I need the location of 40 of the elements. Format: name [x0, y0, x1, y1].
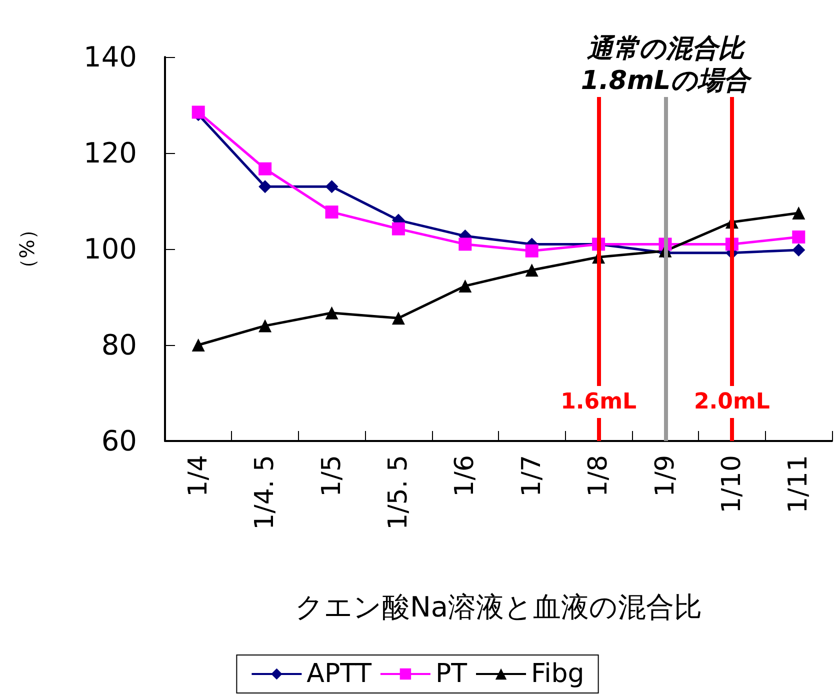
x-tick-label: 1/11: [784, 455, 814, 514]
legend-label: Fibg: [531, 659, 584, 689]
point: [458, 238, 472, 251]
point: [392, 312, 405, 325]
point: [792, 206, 806, 220]
x-tick-label: 1/10: [716, 455, 747, 514]
point: [325, 306, 338, 320]
ref-line-label: 通常の混合比 1.8mLの場合: [580, 34, 753, 96]
legend-label: APTT: [306, 659, 372, 689]
x-tick-label: 1/9: [650, 455, 680, 497]
x-tick-label: 1/4: [183, 455, 214, 497]
point: [525, 264, 538, 277]
point: [792, 243, 806, 256]
x-tick-label: 1/4. 5: [250, 455, 280, 530]
point: [392, 222, 405, 236]
x-tick-label: 1/5: [316, 455, 347, 497]
x-tick-label: 1/5. 5: [383, 455, 414, 530]
point: [792, 230, 806, 244]
x-axis-title: クエン酸Na溶液と血液の混合比: [294, 590, 702, 624]
y-tick-label: 60: [101, 424, 137, 458]
point: [258, 162, 272, 176]
point: [325, 180, 338, 194]
point: [258, 180, 272, 194]
x-tick-label: 1/8: [584, 455, 614, 497]
y-tick-label: 120: [84, 136, 137, 170]
y-tick-label: 80: [101, 328, 137, 362]
y-tick-label: 140: [84, 40, 137, 74]
x-tick-label: 1/7: [516, 455, 547, 497]
legend-label: PT: [435, 659, 468, 689]
point: [325, 206, 338, 219]
y-axis-title: （%）: [15, 219, 39, 279]
point: [258, 319, 272, 332]
point: [192, 106, 205, 119]
point: [525, 244, 538, 258]
ref-line-label: 1.6mL: [560, 390, 637, 414]
x-tick-label: 1/6: [450, 455, 480, 497]
point: [458, 279, 472, 292]
point: [192, 338, 205, 352]
ref-line-label: 2.0mL: [694, 390, 770, 414]
y-tick-label: 100: [84, 232, 137, 266]
